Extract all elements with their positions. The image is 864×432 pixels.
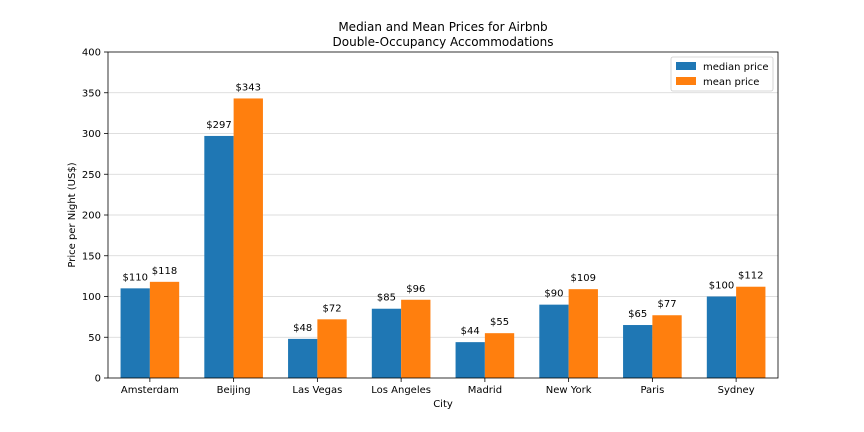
x-tick-label: New York xyxy=(546,385,592,396)
bar-value-label: $48 xyxy=(293,323,312,334)
legend-swatch xyxy=(676,77,696,85)
x-tick-label: Beijing xyxy=(217,385,251,396)
legend-label: mean price xyxy=(703,77,759,88)
legend-label: median price xyxy=(703,62,769,73)
y-tick-label: 200 xyxy=(82,211,101,222)
bar-median-2 xyxy=(288,338,318,378)
x-tick-label: Paris xyxy=(640,385,664,396)
bar-mean-0 xyxy=(149,281,180,378)
x-tick-label: Los Angeles xyxy=(371,385,431,396)
bar-median-1 xyxy=(204,135,234,378)
y-tick-label: 100 xyxy=(82,292,101,303)
bar-median-5 xyxy=(539,304,569,378)
y-axis-label: Price per Night (US$) xyxy=(67,162,78,267)
y-tick-label: 0 xyxy=(95,374,101,385)
x-tick-label: Amsterdam xyxy=(121,385,179,396)
bar-value-label: $109 xyxy=(571,273,596,284)
bar-value-label: $55 xyxy=(490,317,509,328)
chart-title-line-2: Double-Occupancy Accommodations xyxy=(333,35,554,49)
bar-value-label: $77 xyxy=(657,299,676,310)
bar-value-label: $118 xyxy=(152,266,177,277)
bar-mean-6 xyxy=(652,315,682,378)
y-tick-label: 300 xyxy=(82,129,101,140)
bar-value-label: $72 xyxy=(322,303,341,314)
y-tick-label: 250 xyxy=(82,170,101,181)
legend-box xyxy=(670,56,774,92)
bar-value-label: $343 xyxy=(236,82,261,93)
bar-mean-2 xyxy=(317,319,347,378)
bar-median-0 xyxy=(120,288,150,378)
bar-value-label: $100 xyxy=(709,281,734,292)
y-axis: 0 50 100 150 200 250 300 350 400 xyxy=(82,48,108,385)
bar-value-label: $65 xyxy=(628,309,647,320)
bar-value-label: $44 xyxy=(461,326,480,337)
legend: median price mean price xyxy=(670,56,774,92)
x-tick-label: Madrid xyxy=(468,385,502,396)
bar-value-label: $96 xyxy=(406,284,425,295)
y-tick-label: 350 xyxy=(82,88,101,99)
data-labels: $110 $118 $297 $343 $48 $72 $85 $96 $44 $55 $90 $10… xyxy=(122,82,763,337)
y-tick-label: 50 xyxy=(88,333,101,344)
bar-mean-1 xyxy=(233,98,263,378)
bar-median-4 xyxy=(455,342,485,378)
x-axis-label: City xyxy=(433,399,453,410)
bar-median-6 xyxy=(623,325,653,378)
x-axis: Amsterdam Beijing Las Vegas Los Angeles Madr… xyxy=(121,378,755,396)
legend-swatch xyxy=(676,62,696,70)
y-tick-label: 150 xyxy=(82,251,101,262)
bars xyxy=(120,98,766,378)
y-tick-label: 400 xyxy=(82,48,101,59)
bar-median-7 xyxy=(706,296,737,378)
x-tick-label: Las Vegas xyxy=(292,385,342,396)
bar-value-label: $112 xyxy=(738,271,763,282)
bar-value-label: $110 xyxy=(122,272,147,283)
bar-value-label: $90 xyxy=(544,289,563,300)
bar-mean-3 xyxy=(401,299,431,378)
bar-mean-4 xyxy=(484,333,515,378)
bar-mean-5 xyxy=(568,289,598,378)
chart-title-line-1: Median and Mean Prices for Airbnb xyxy=(338,20,547,34)
bar-value-label: $297 xyxy=(206,120,231,131)
bar-mean-7 xyxy=(736,286,766,378)
bar-value-label: $85 xyxy=(377,293,396,304)
bar-median-3 xyxy=(371,308,402,378)
x-tick-label: Sydney xyxy=(718,385,755,396)
